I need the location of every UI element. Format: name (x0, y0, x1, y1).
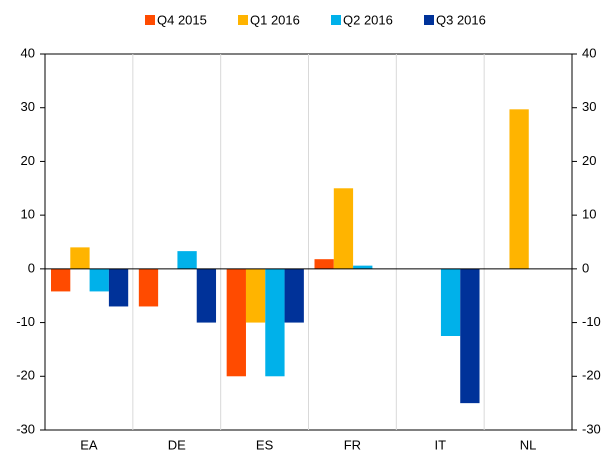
y2-tick-label: 20 (582, 153, 596, 168)
legend-swatch (238, 15, 248, 25)
x-tick-label: NL (520, 437, 537, 452)
y-tick-label: 10 (21, 207, 35, 222)
bar (509, 109, 529, 269)
x-tick-label: IT (434, 437, 446, 452)
bar (284, 268, 304, 323)
y-tick-label: -10 (16, 314, 35, 329)
bar (70, 247, 90, 269)
y-tick-label: 20 (21, 153, 35, 168)
bar (314, 259, 334, 269)
y-tick-label: -20 (16, 368, 35, 383)
legend-swatch (424, 15, 434, 25)
y-tick-label: 40 (21, 45, 35, 60)
legend-swatch (331, 15, 341, 25)
bar (440, 268, 461, 336)
legend-label: Q1 2016 (250, 12, 300, 27)
legend-swatch (145, 15, 155, 25)
legend-label: Q4 2015 (157, 12, 207, 27)
y2-tick-label: 40 (582, 45, 596, 60)
y2-tick-label: -10 (582, 314, 601, 329)
bar (51, 268, 71, 292)
bar (177, 251, 197, 269)
bar (333, 188, 354, 269)
bar (226, 268, 246, 377)
bar (196, 268, 217, 323)
bar (108, 268, 129, 307)
y2-tick-label: 30 (582, 99, 596, 114)
y-tick-label: 30 (21, 99, 35, 114)
bar (89, 268, 109, 292)
x-tick-label: EA (80, 437, 98, 452)
y2-tick-label: 10 (582, 207, 596, 222)
legend-label: Q2 2016 (343, 12, 393, 27)
y-tick-label: -30 (16, 421, 35, 436)
bar (353, 265, 373, 269)
legend-label: Q3 2016 (436, 12, 486, 27)
y-tick-label: 0 (28, 260, 35, 275)
x-tick-label: DE (168, 437, 186, 452)
x-tick-label: ES (256, 437, 274, 452)
x-tick-label: FR (344, 437, 361, 452)
bar (138, 268, 159, 307)
y2-tick-label: 0 (582, 260, 589, 275)
bar (265, 268, 285, 377)
bar (460, 268, 480, 404)
y2-tick-label: -30 (582, 421, 601, 436)
bar (245, 268, 266, 323)
y2-tick-label: -20 (582, 368, 601, 383)
